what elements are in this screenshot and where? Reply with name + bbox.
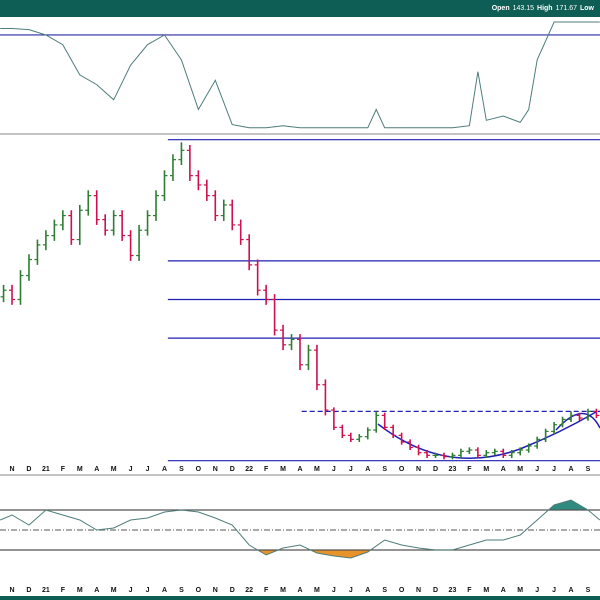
x-tick-label: F bbox=[61, 466, 66, 473]
header-label: Open bbox=[491, 5, 510, 12]
x-tick-label: 21 bbox=[42, 466, 50, 473]
x-tick-label: S bbox=[179, 466, 184, 473]
x-tick-label: J bbox=[129, 587, 133, 594]
x-tick-label: A bbox=[297, 587, 302, 594]
x-tick-label: J bbox=[552, 466, 556, 473]
level-fill bbox=[0, 500, 600, 510]
x-tick-label: D bbox=[230, 466, 235, 473]
x-tick-label: M bbox=[111, 466, 117, 473]
x-tick-label: N bbox=[213, 587, 218, 594]
x-tick-label: S bbox=[179, 587, 184, 594]
x-tick-label: A bbox=[94, 466, 99, 473]
x-tick-label: A bbox=[569, 587, 574, 594]
x-tick-label: M bbox=[280, 466, 286, 473]
x-tick-label: 23 bbox=[449, 587, 457, 594]
x-tick-label: D bbox=[433, 466, 438, 473]
x-tick-label: 22 bbox=[245, 587, 253, 594]
header-value: 143.15 bbox=[512, 5, 535, 12]
x-tick-label: 21 bbox=[42, 587, 50, 594]
x-tick-label: A bbox=[162, 587, 167, 594]
x-tick-label: A bbox=[569, 466, 574, 473]
x-tick-label: A bbox=[501, 587, 506, 594]
x-tick-label: A bbox=[297, 466, 302, 473]
x-tick-label: M bbox=[483, 466, 489, 473]
x-tick-label: J bbox=[146, 466, 150, 473]
x-tick-label: S bbox=[382, 587, 387, 594]
x-tick-label: M bbox=[111, 587, 117, 594]
x-tick-label: F bbox=[264, 587, 269, 594]
level-fill bbox=[0, 550, 600, 558]
x-tick-label: M bbox=[314, 587, 320, 594]
x-tick-label: A bbox=[501, 466, 506, 473]
x-tick-label: O bbox=[399, 587, 405, 594]
indicator-line bbox=[0, 499, 600, 559]
x-tick-label: J bbox=[552, 587, 556, 594]
x-tick-label: J bbox=[349, 466, 353, 473]
x-tick-label: J bbox=[129, 466, 133, 473]
x-tick-label: O bbox=[196, 466, 202, 473]
x-tick-label: F bbox=[467, 587, 472, 594]
x-tick-label: J bbox=[332, 466, 336, 473]
x-tick-label: N bbox=[9, 587, 14, 594]
x-tick-label: J bbox=[332, 587, 336, 594]
x-tick-label: D bbox=[26, 587, 31, 594]
x-tick-label: F bbox=[264, 466, 269, 473]
header-value: 171.67 bbox=[555, 5, 577, 12]
header-label: Low bbox=[580, 5, 594, 12]
x-tick-label: M bbox=[517, 587, 523, 594]
x-tick-label: J bbox=[535, 466, 539, 473]
x-tick-label: 23 bbox=[449, 466, 457, 473]
x-tick-label: A bbox=[365, 466, 370, 473]
x-tick-label: M bbox=[314, 466, 320, 473]
x-tick-label: O bbox=[399, 466, 405, 473]
x-tick-label: F bbox=[467, 466, 472, 473]
x-tick-label: 22 bbox=[245, 466, 253, 473]
x-tick-label: J bbox=[349, 587, 353, 594]
x-tick-label: J bbox=[146, 587, 150, 594]
x-tick-label: N bbox=[9, 466, 14, 473]
footer-bar bbox=[0, 596, 600, 600]
x-tick-label: D bbox=[26, 466, 31, 473]
x-tick-label: F bbox=[61, 587, 66, 594]
x-tick-label: S bbox=[586, 587, 591, 594]
indicator-line bbox=[0, 21, 600, 129]
x-tick-label: D bbox=[433, 587, 438, 594]
x-tick-label: N bbox=[213, 466, 218, 473]
x-tick-label: A bbox=[94, 587, 99, 594]
cup-curve bbox=[377, 411, 597, 459]
x-tick-label: M bbox=[483, 587, 489, 594]
x-tick-label: M bbox=[77, 466, 83, 473]
x-tick-label: O bbox=[196, 587, 202, 594]
x-tick-label: S bbox=[382, 466, 387, 473]
x-tick-label: M bbox=[280, 587, 286, 594]
x-tick-label: M bbox=[517, 466, 523, 473]
x-tick-label: N bbox=[416, 466, 421, 473]
x-tick-label: N bbox=[416, 587, 421, 594]
header-bar: Open 143.15 High 171.67 Low bbox=[0, 0, 600, 17]
x-tick-label: S bbox=[586, 466, 591, 473]
x-tick-label: M bbox=[77, 587, 83, 594]
x-tick-label: A bbox=[365, 587, 370, 594]
x-tick-label: A bbox=[162, 466, 167, 473]
x-tick-label: J bbox=[535, 587, 539, 594]
x-tick-label: D bbox=[230, 587, 235, 594]
header-label: High bbox=[537, 5, 553, 12]
